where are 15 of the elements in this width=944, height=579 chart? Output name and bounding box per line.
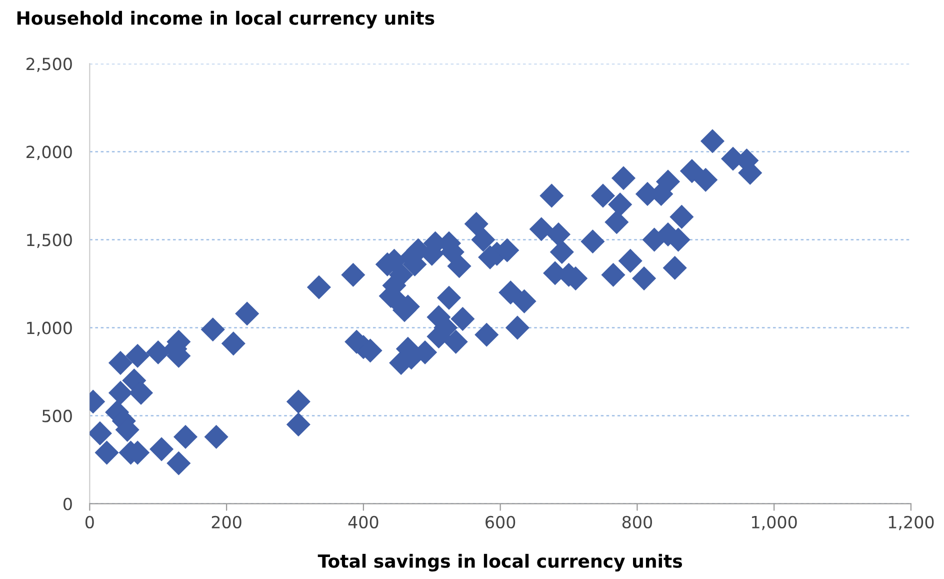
y-tick-label: 2,500 [26, 58, 72, 72]
x-tick-label: 200 [212, 516, 242, 528]
y-tick-label: 1,000 [27, 322, 72, 336]
y-tick-label: 2,000 [26, 146, 72, 160]
x-tick-label: 1,200 [888, 516, 934, 530]
x-tick-label: 0 [85, 516, 94, 528]
x-tick-label: 600 [486, 516, 516, 528]
y-tick-label: 1,500 [27, 234, 72, 248]
y-tick-label: 500 [42, 410, 72, 422]
x-tick-label: 800 [622, 516, 652, 528]
y-axis-title: Household income in local currency units [17, 10, 434, 28]
x-tick-label: 400 [348, 516, 378, 528]
x-axis-title: Total savings in local currency units [318, 554, 682, 572]
x-tick-label: 1,000 [752, 516, 797, 530]
y-tick-label: 0 [64, 498, 72, 510]
